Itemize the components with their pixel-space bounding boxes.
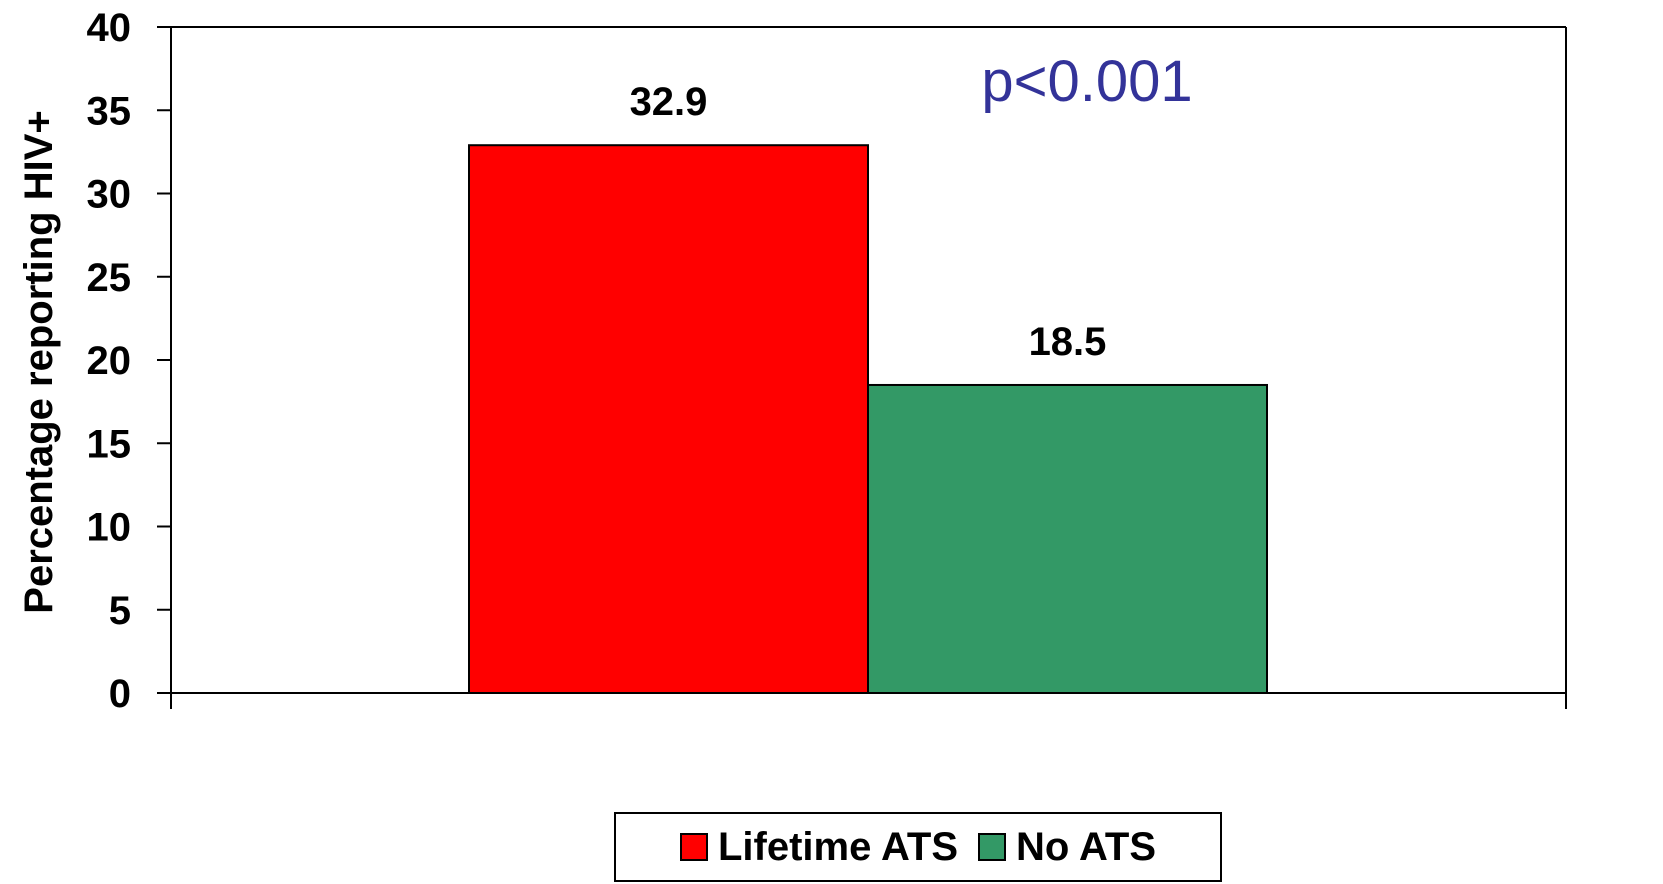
legend-swatch-no-ats [978,833,1007,861]
y-tick-label: 15 [87,422,132,466]
bar-lifetime-ats [468,144,869,694]
bar-series [468,144,1268,694]
bar-no-ats [867,383,1268,694]
legend-item-no-ats: No ATS [978,825,1156,870]
y-tick-label: 35 [87,89,132,133]
y-axis-title: Percentage reporting HIV+ [17,110,61,613]
y-tick-label: 20 [87,339,132,383]
p-value-annotation: p<0.001 [981,49,1192,114]
legend: Lifetime ATS No ATS [614,812,1222,882]
legend-item-lifetime-ats: Lifetime ATS [679,824,959,870]
legend-label-no-ats: No ATS [1016,824,1156,869]
data-labels: 32.9 18.5 [630,80,1107,364]
legend-label-lifetime-ats: Lifetime ATS [717,824,959,869]
y-tick-label: 40 [87,6,132,50]
y-tick-label: 10 [87,506,132,550]
y-tick-label: 30 [87,173,132,217]
y-tick-label: 0 [109,672,131,716]
y-tick-label: 5 [109,589,131,633]
y-tick-label: 25 [87,256,132,300]
legend-swatch-lifetime-ats [679,833,708,861]
data-label-no-ats: 18.5 [1029,320,1107,364]
y-axis: 0 5 10 15 20 25 30 35 40 [87,6,171,716]
data-label-lifetime-ats: 32.9 [630,80,708,124]
